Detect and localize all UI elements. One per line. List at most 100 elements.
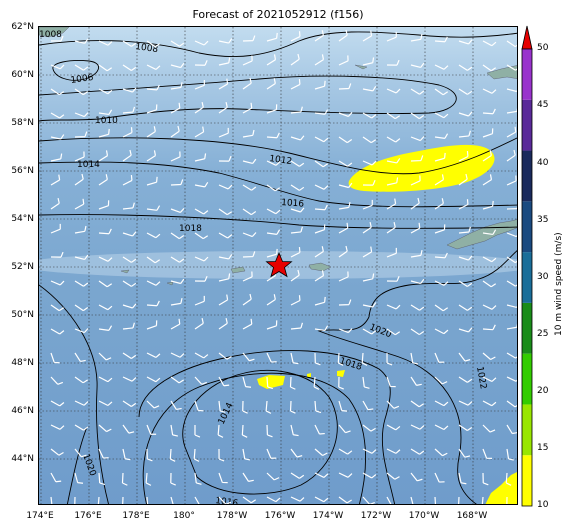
lat-label: 60°N [11, 70, 34, 80]
wind-barb [146, 126, 156, 138]
wind-barb [266, 376, 274, 390]
wind-barb [265, 400, 272, 414]
lon-label: 174°W [312, 511, 344, 521]
wind-barb [314, 204, 328, 211]
wind-barb [506, 302, 517, 308]
map-area[interactable]: 1008 1008 1006 1010 1012 1014 1016 1018 … [38, 26, 518, 505]
wind-barb [74, 352, 86, 363]
wind-barb [386, 400, 400, 409]
wind-barb [74, 448, 87, 458]
wind-barb [74, 198, 85, 210]
wind-barb [362, 424, 376, 432]
colorbar-tick: 10 [537, 500, 549, 510]
wind-barb [98, 256, 113, 262]
wind-barb [362, 376, 370, 389]
wind-barb [410, 250, 423, 258]
location-star-marker[interactable] [265, 251, 293, 278]
map-title: Forecast of 2021052912 (f156) [192, 8, 364, 21]
wind-barb [386, 352, 393, 366]
wind-barb [314, 136, 329, 143]
wind-barb [146, 176, 158, 186]
wind-barb [482, 280, 497, 288]
isobars [39, 31, 517, 504]
wind-barb [146, 352, 161, 358]
wind-barb [50, 153, 63, 162]
wind-barb [458, 88, 473, 95]
wind-barb [74, 304, 89, 312]
wind-barb [170, 352, 185, 358]
wind-barb [506, 496, 513, 504]
colorbar-segments [522, 49, 532, 506]
wind-barb [482, 448, 493, 459]
wind-barb [242, 102, 253, 114]
lon-label: 176°W [264, 511, 296, 521]
wind-barb [146, 300, 160, 307]
wind-barb [194, 295, 205, 306]
colorbar-tick: 50 [537, 43, 549, 53]
wind-barb [218, 232, 233, 239]
wind-barb [362, 328, 377, 335]
colorbar-tick: 40 [537, 158, 549, 168]
colorbar-tick: 15 [537, 443, 549, 453]
colorbar-border [521, 48, 533, 507]
wind-barb [98, 472, 106, 486]
wind-barb [266, 160, 281, 166]
wind-barb [482, 174, 493, 186]
wind-barb [241, 424, 248, 438]
wind-barb [194, 79, 205, 90]
wind-barb [290, 226, 303, 234]
wind-barb [194, 376, 208, 385]
wind-barb [122, 376, 137, 382]
wind-barb [458, 255, 473, 261]
wind-barb [314, 184, 329, 190]
wind-barb [386, 221, 396, 234]
wind-barb [266, 229, 281, 235]
wind-barb [290, 448, 303, 458]
wind-barb [506, 175, 517, 186]
wind-barb [338, 29, 348, 42]
wind-barb [386, 177, 399, 186]
wind-barb [458, 199, 469, 210]
wind-barb [386, 59, 400, 66]
wind-barb [314, 325, 329, 332]
lat-label: 46°N [11, 406, 34, 416]
wind-barb [434, 88, 449, 96]
wind-barb [146, 256, 161, 264]
wind-barb [290, 247, 301, 258]
wind-barb [290, 53, 300, 66]
wind-barb [506, 424, 517, 435]
wind-barb [98, 128, 110, 138]
wind-barb [458, 280, 473, 287]
wind-barb [362, 86, 377, 92]
wind-barb [338, 448, 353, 455]
wind-barb [266, 78, 276, 90]
wind-barb [242, 318, 253, 330]
wind-barb [314, 424, 325, 435]
wind-barb [146, 84, 160, 91]
isobar-1008-top [39, 31, 517, 57]
wind-barb [386, 198, 397, 210]
wind-barb [50, 134, 65, 140]
wind-barb [434, 198, 444, 210]
wind-barb [362, 400, 374, 411]
wind-barb [194, 101, 204, 114]
wind-barb [290, 496, 305, 502]
isobar-label: 1012 [269, 154, 293, 167]
wind-barb [410, 424, 425, 430]
wind-barb [74, 131, 88, 138]
lat-label: 48°N [11, 358, 34, 368]
wind-barb [122, 448, 131, 461]
wind-barb [458, 448, 471, 458]
wind-barb [266, 208, 281, 215]
wind-barb [338, 160, 353, 167]
wind-barb [434, 224, 446, 234]
wind-barb [122, 256, 137, 263]
wind-barb [362, 273, 375, 282]
wind-barb [458, 39, 473, 45]
wind-barb [482, 229, 497, 236]
wind-barb [193, 448, 200, 462]
wind-barb [74, 88, 89, 96]
wind-barb [386, 31, 397, 42]
wind-barb [410, 175, 421, 186]
isobar-label: 1014 [77, 160, 100, 170]
